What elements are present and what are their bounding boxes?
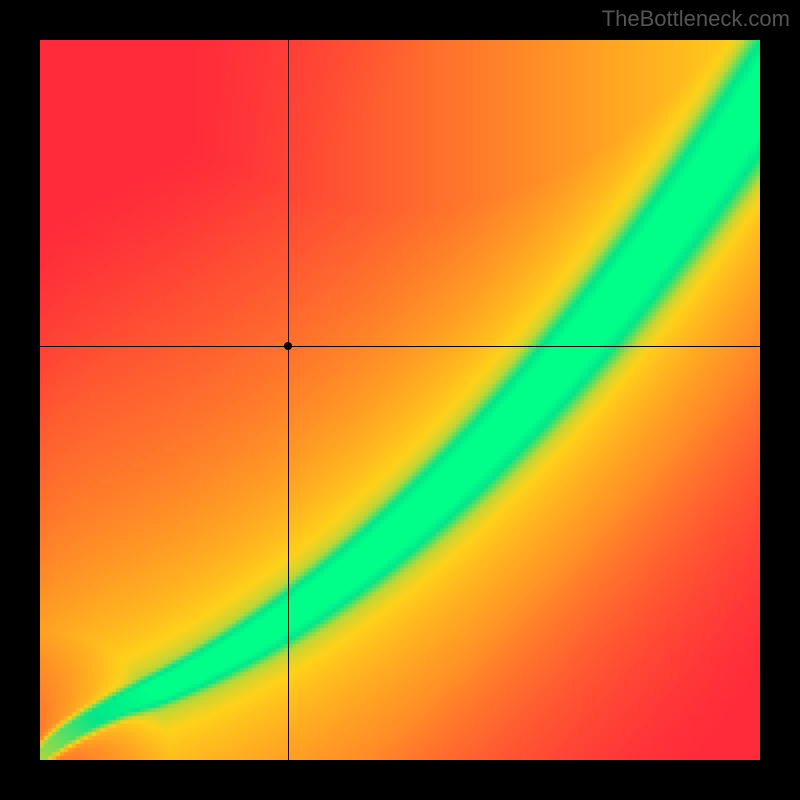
crosshair-dot	[284, 342, 292, 350]
heatmap-canvas	[40, 40, 760, 760]
chart-container: TheBottleneck.com	[0, 0, 800, 800]
heatmap-plot	[40, 40, 760, 760]
crosshair-vertical	[288, 40, 289, 760]
crosshair-horizontal	[40, 346, 760, 347]
watermark-text: TheBottleneck.com	[602, 6, 790, 32]
